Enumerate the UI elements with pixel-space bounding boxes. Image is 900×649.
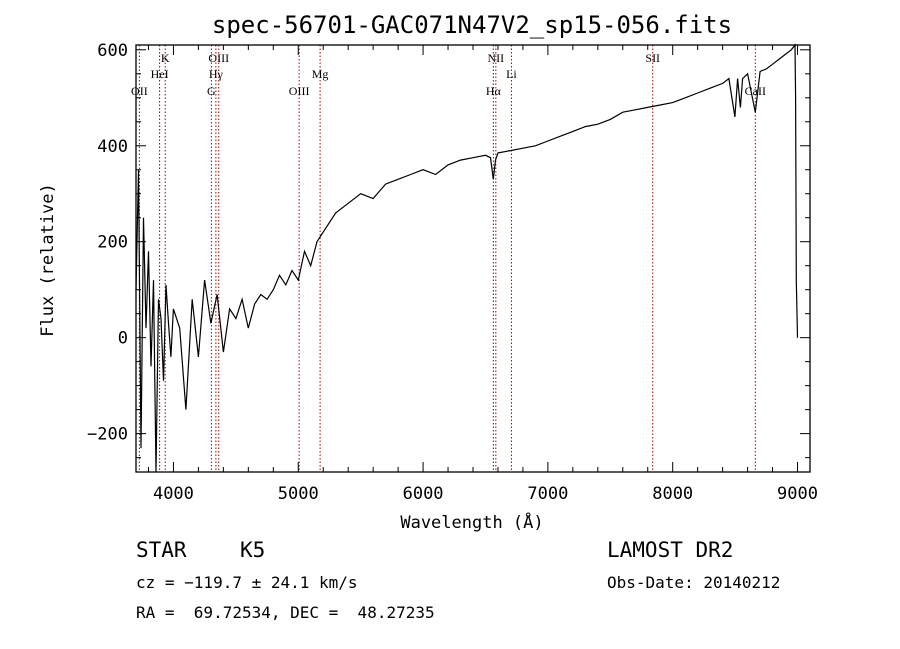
y-axis-label: Flux (relative)	[38, 183, 58, 337]
line-marker-label: Hγ	[209, 67, 224, 81]
x-axis-label: Wavelength (Å)	[400, 511, 543, 533]
x-axis: 4000 5000 6000 7000 8000 9000	[147, 45, 818, 504]
x-tick-label: 6000	[403, 484, 444, 504]
y-axis: −200 0 200 400 600	[87, 41, 810, 459]
line-marker-label: Mg	[312, 67, 329, 81]
y-tick-label: 200	[97, 233, 128, 253]
line-marker-label: Hα	[486, 84, 502, 98]
y-tick-label: 600	[97, 41, 128, 61]
line-marker-label: NII	[488, 51, 505, 65]
line-marker-label: Li	[506, 67, 517, 81]
x-tick-label: 9000	[777, 484, 818, 504]
line-marker-label: OIII	[289, 84, 310, 98]
line-marker-label: OIII	[208, 51, 229, 65]
y-tick-label: 0	[118, 329, 128, 349]
line-marker-label: G	[207, 84, 216, 98]
y-tick-label: 400	[97, 137, 128, 157]
spectrum-line	[135, 43, 799, 473]
y-tick-label: −200	[87, 425, 128, 445]
observation-date: Obs-Date: 20140212	[607, 573, 781, 592]
x-tick-label: 5000	[278, 484, 319, 504]
line-marker-label: SII	[645, 51, 660, 65]
line-marker-label: K	[161, 51, 170, 65]
plot-frame	[135, 44, 811, 473]
redshift-velocity: cz = −119.7 ± 24.1 km/s	[136, 573, 358, 592]
x-tick-label: 8000	[652, 484, 693, 504]
object-subclass: K5	[240, 538, 266, 562]
line-marker-label: CaII	[745, 84, 766, 98]
survey-name: LAMOST DR2	[607, 538, 734, 562]
line-marker-label: HeI	[151, 67, 169, 81]
x-tick-label: 4000	[153, 484, 194, 504]
chart-title: spec-56701-GAC071N47V2_sp15-056.fits	[212, 11, 732, 39]
line-marker-label: OII	[131, 84, 148, 98]
x-tick-label: 7000	[527, 484, 568, 504]
object-class: STAR	[136, 538, 187, 562]
coordinates: RA = 69.72534, DEC = 48.27235	[136, 603, 435, 622]
